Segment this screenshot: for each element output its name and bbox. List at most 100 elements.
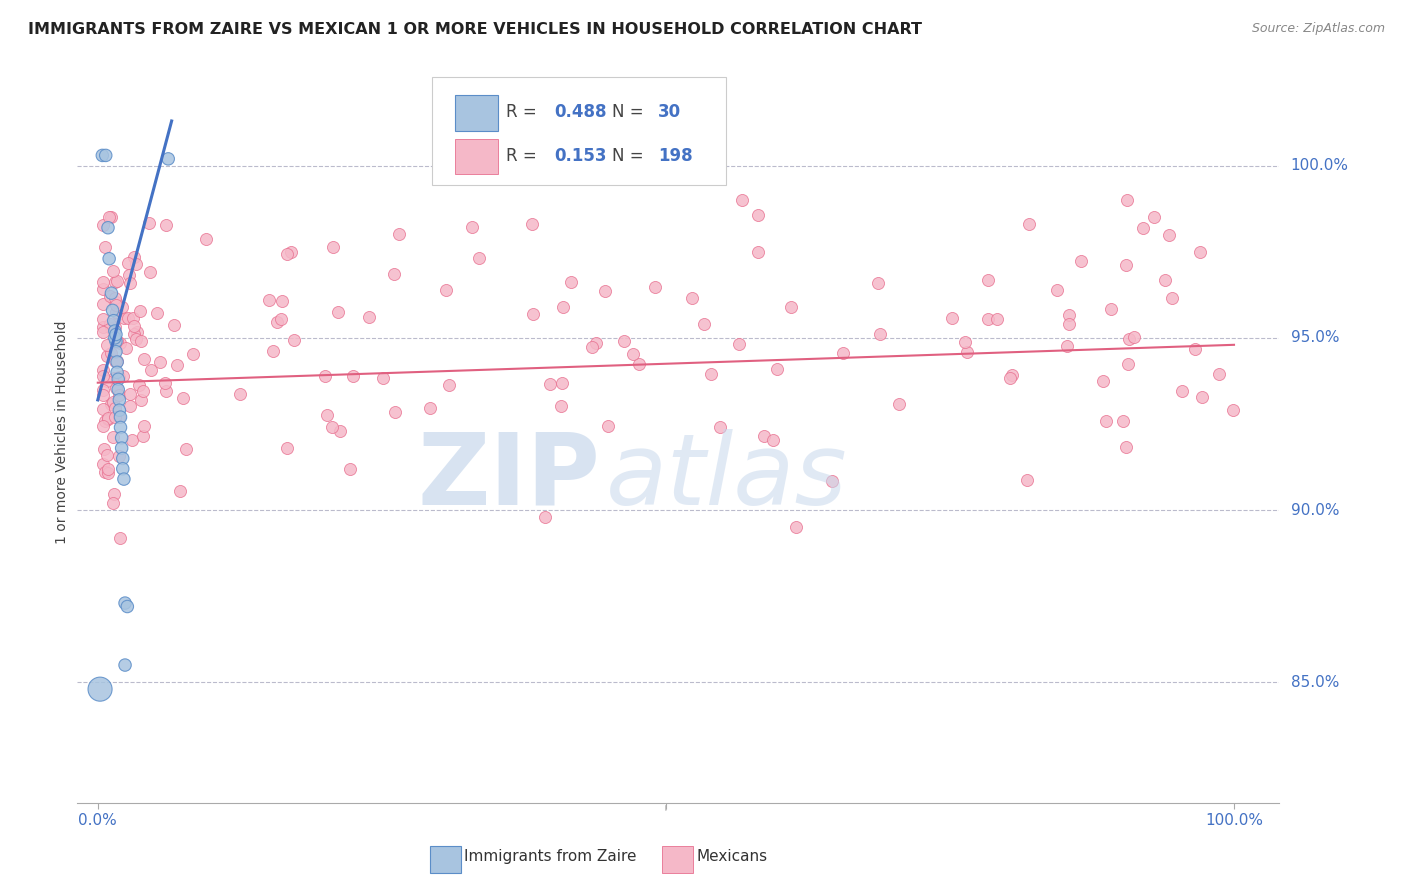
Point bbox=[104, 305, 127, 319]
Point bbox=[108, 370, 131, 384]
Point bbox=[553, 301, 575, 315]
Point bbox=[955, 335, 977, 350]
Text: 30: 30 bbox=[658, 103, 681, 121]
Point bbox=[585, 336, 607, 351]
Text: 0.488: 0.488 bbox=[554, 103, 607, 121]
Point bbox=[1116, 193, 1139, 207]
Point bbox=[699, 368, 721, 382]
Point bbox=[169, 483, 191, 498]
Point bbox=[93, 368, 115, 383]
Point bbox=[101, 496, 124, 510]
Point bbox=[129, 334, 152, 348]
Point bbox=[270, 293, 292, 308]
Point bbox=[1118, 332, 1140, 346]
Point bbox=[1171, 384, 1194, 399]
Point bbox=[538, 376, 561, 391]
Text: 90.0%: 90.0% bbox=[1291, 502, 1339, 517]
Y-axis label: 1 or more Vehicles in Household: 1 or more Vehicles in Household bbox=[55, 321, 69, 544]
Point bbox=[132, 352, 155, 367]
Point bbox=[941, 310, 963, 325]
Point bbox=[1222, 402, 1244, 417]
Point bbox=[1057, 317, 1080, 331]
Point bbox=[181, 347, 204, 361]
Point bbox=[163, 318, 186, 333]
Point bbox=[121, 433, 143, 447]
Point bbox=[97, 412, 120, 426]
Point bbox=[97, 220, 120, 235]
Point bbox=[1143, 211, 1166, 225]
Point bbox=[105, 334, 128, 349]
Point bbox=[1015, 473, 1038, 487]
Point bbox=[780, 300, 803, 314]
Point bbox=[1122, 330, 1144, 344]
Point bbox=[276, 247, 298, 261]
Point bbox=[373, 371, 395, 385]
Point bbox=[357, 310, 380, 325]
Point bbox=[110, 420, 132, 434]
Point bbox=[93, 418, 115, 433]
Point bbox=[174, 442, 197, 457]
Point bbox=[108, 403, 131, 417]
Text: 100.0%: 100.0% bbox=[1291, 158, 1348, 173]
Point bbox=[976, 273, 998, 287]
Point bbox=[276, 441, 298, 455]
Point bbox=[747, 208, 769, 222]
Point bbox=[128, 377, 150, 392]
Point bbox=[93, 402, 115, 417]
Point bbox=[101, 264, 124, 278]
Point bbox=[101, 303, 124, 318]
Text: ZIP: ZIP bbox=[418, 428, 600, 525]
Point bbox=[104, 324, 127, 338]
Point bbox=[96, 338, 118, 352]
Point bbox=[114, 658, 136, 673]
Point bbox=[644, 280, 666, 294]
Point bbox=[111, 441, 134, 455]
Point bbox=[110, 336, 132, 351]
Point bbox=[98, 289, 121, 303]
Point bbox=[866, 276, 889, 290]
Point bbox=[138, 216, 160, 230]
Point bbox=[1154, 273, 1177, 287]
Point bbox=[107, 450, 129, 464]
Point bbox=[280, 244, 302, 259]
Point bbox=[283, 333, 305, 347]
Point bbox=[1191, 390, 1213, 404]
Point bbox=[98, 317, 121, 331]
Point bbox=[172, 392, 194, 406]
Point bbox=[111, 300, 134, 314]
Point bbox=[93, 363, 115, 377]
Point bbox=[157, 152, 180, 166]
Point bbox=[681, 291, 703, 305]
Point bbox=[117, 599, 139, 614]
Point bbox=[314, 369, 336, 384]
Point bbox=[612, 334, 634, 349]
Point bbox=[105, 381, 128, 395]
Point bbox=[1184, 342, 1206, 356]
Point bbox=[117, 256, 139, 270]
Point bbox=[103, 430, 125, 444]
Point bbox=[104, 331, 127, 345]
Point bbox=[388, 227, 411, 241]
Point bbox=[132, 384, 155, 399]
Point bbox=[468, 252, 491, 266]
Point bbox=[104, 319, 127, 334]
Point bbox=[94, 240, 117, 254]
Point bbox=[111, 462, 134, 476]
Point bbox=[97, 466, 120, 480]
Point bbox=[122, 310, 145, 325]
Point bbox=[107, 354, 129, 368]
Point bbox=[621, 347, 644, 361]
Point bbox=[598, 418, 620, 433]
Point bbox=[593, 284, 616, 298]
Point bbox=[118, 276, 141, 290]
Point bbox=[103, 371, 125, 385]
Point bbox=[104, 327, 127, 342]
Point bbox=[107, 409, 129, 424]
Point bbox=[1112, 414, 1135, 428]
Point bbox=[101, 395, 124, 409]
Point bbox=[728, 337, 751, 351]
Point bbox=[125, 257, 148, 271]
Point bbox=[581, 340, 603, 354]
Point bbox=[139, 265, 162, 279]
Point bbox=[747, 244, 769, 259]
